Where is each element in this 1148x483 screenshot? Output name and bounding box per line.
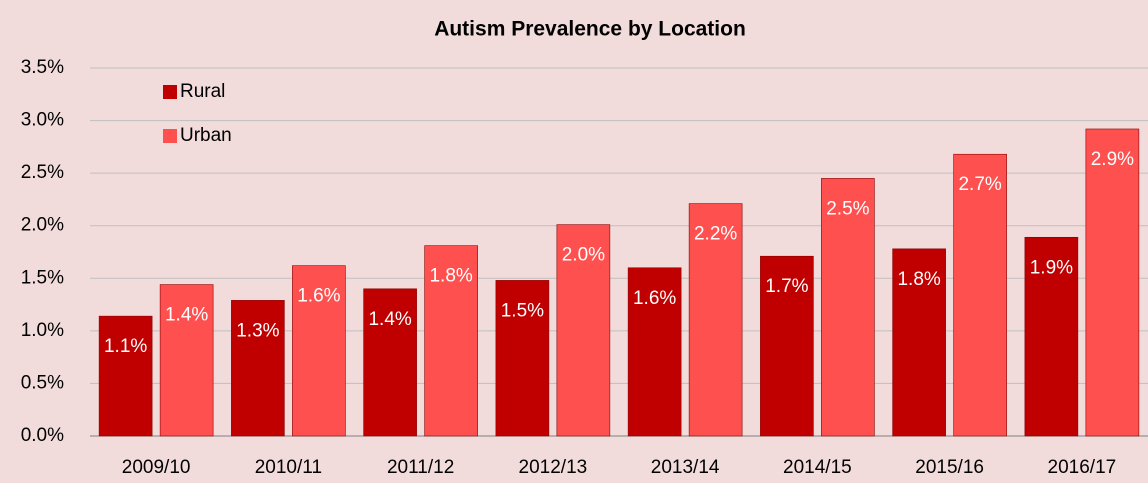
legend-label: Urban [180, 125, 232, 146]
x-tick-label: 2010/11 [255, 457, 322, 478]
bar [363, 288, 417, 437]
x-tick-label: 2016/17 [1048, 457, 1117, 478]
value-label: 1.8% [429, 266, 472, 287]
legend-swatch [163, 85, 177, 99]
value-label: 2.2% [694, 224, 737, 245]
value-label: 1.1% [104, 336, 147, 357]
bar [627, 267, 682, 437]
bar [821, 178, 875, 437]
value-label: 1.9% [1030, 257, 1073, 278]
bar [1085, 128, 1140, 437]
value-label: 1.7% [765, 276, 808, 297]
bar [760, 255, 814, 437]
x-tick-label: 2012/13 [519, 457, 588, 478]
bar [424, 245, 478, 437]
bar [556, 224, 611, 437]
y-tick-label: 2.5% [21, 162, 64, 183]
value-label: 2.9% [1091, 149, 1134, 170]
x-tick-label: 2013/14 [651, 457, 720, 478]
y-tick-label: 3.0% [21, 110, 64, 131]
value-label: 1.5% [501, 300, 544, 321]
bar [688, 203, 743, 437]
bar [1024, 236, 1079, 437]
value-label: 2.0% [562, 245, 605, 266]
value-label: 1.8% [897, 269, 940, 290]
x-tick-label: 2009/10 [122, 457, 191, 478]
value-label: 1.4% [368, 309, 411, 330]
bar [98, 315, 153, 437]
y-tick-label: 0.0% [21, 425, 64, 446]
legend-swatch [163, 129, 177, 143]
bar [292, 265, 346, 437]
bar [953, 153, 1007, 437]
bar [231, 300, 285, 437]
y-tick-label: 0.5% [21, 372, 64, 393]
value-label: 1.4% [165, 305, 208, 326]
bar [159, 284, 214, 437]
chart-title: Autism Prevalence by Location [434, 18, 746, 41]
value-label: 1.6% [633, 288, 676, 309]
y-tick-label: 1.0% [21, 320, 64, 341]
x-tick-label: 2011/12 [387, 457, 454, 478]
value-label: 1.6% [297, 286, 340, 307]
y-tick-label: 1.5% [21, 267, 64, 288]
y-tick-label: 2.0% [21, 215, 64, 236]
bar [892, 248, 946, 437]
value-label: 2.7% [958, 174, 1001, 195]
legend-label: Rural [180, 81, 225, 102]
y-tick-label: 3.5% [21, 57, 64, 78]
bar [495, 280, 550, 437]
value-label: 2.5% [826, 198, 869, 219]
x-tick-label: 2015/16 [915, 457, 984, 478]
value-label: 1.3% [236, 320, 279, 341]
x-tick-label: 2014/15 [783, 457, 852, 478]
